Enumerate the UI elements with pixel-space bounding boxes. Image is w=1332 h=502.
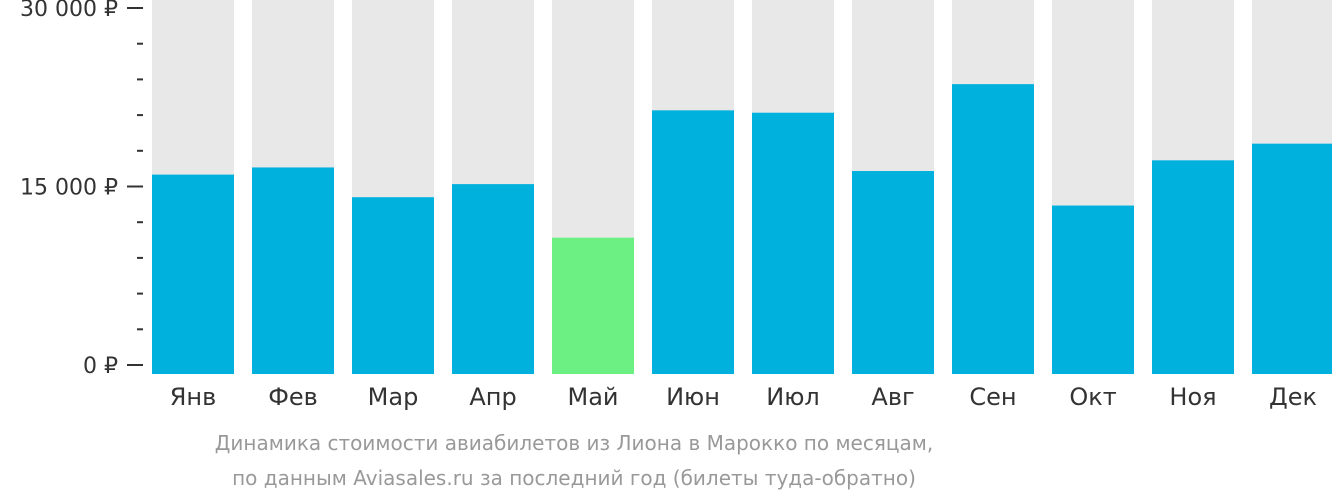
x-tick-label: Сен — [969, 383, 1016, 411]
y-tick-label: 30 000 ₽ — [20, 0, 118, 22]
bars — [152, 0, 1332, 374]
bar — [752, 112, 834, 374]
bar — [1252, 143, 1332, 374]
x-tick-label: Окт — [1069, 383, 1116, 411]
bar — [652, 110, 734, 374]
y-axis: 0 ₽ 15 000 ₽ 30 000 ₽ — [20, 0, 143, 379]
x-tick-label: Апр — [469, 383, 516, 411]
bar — [852, 171, 934, 374]
bar — [552, 237, 634, 374]
x-axis: Янв Фев Мар Апр Май Июн Июл Авг Сен Окт Ноя Дек — [170, 383, 1317, 411]
bar — [952, 84, 1034, 374]
bar — [352, 197, 434, 374]
x-tick-label: Июл — [766, 383, 820, 411]
bar — [1052, 205, 1134, 374]
x-tick-label: Ноя — [1169, 383, 1216, 411]
bar — [452, 184, 534, 374]
x-tick-label: Фев — [268, 383, 318, 411]
chart-caption-line-1: Динамика стоимости авиабилетов из Лиона … — [214, 431, 934, 455]
bar — [152, 174, 234, 374]
bar — [1152, 160, 1234, 374]
x-tick-label: Май — [567, 383, 618, 411]
x-tick-label: Янв — [170, 383, 217, 411]
x-tick-label: Авг — [871, 383, 914, 411]
chart-caption-line-2: по данным Aviasales.ru за последний год … — [232, 466, 916, 490]
y-tick-label: 15 000 ₽ — [20, 176, 118, 201]
bar — [252, 167, 334, 374]
x-tick-label: Мар — [368, 383, 419, 411]
x-tick-label: Июн — [666, 383, 720, 411]
x-tick-label: Дек — [1269, 383, 1317, 411]
y-tick-label: 0 ₽ — [83, 354, 118, 379]
